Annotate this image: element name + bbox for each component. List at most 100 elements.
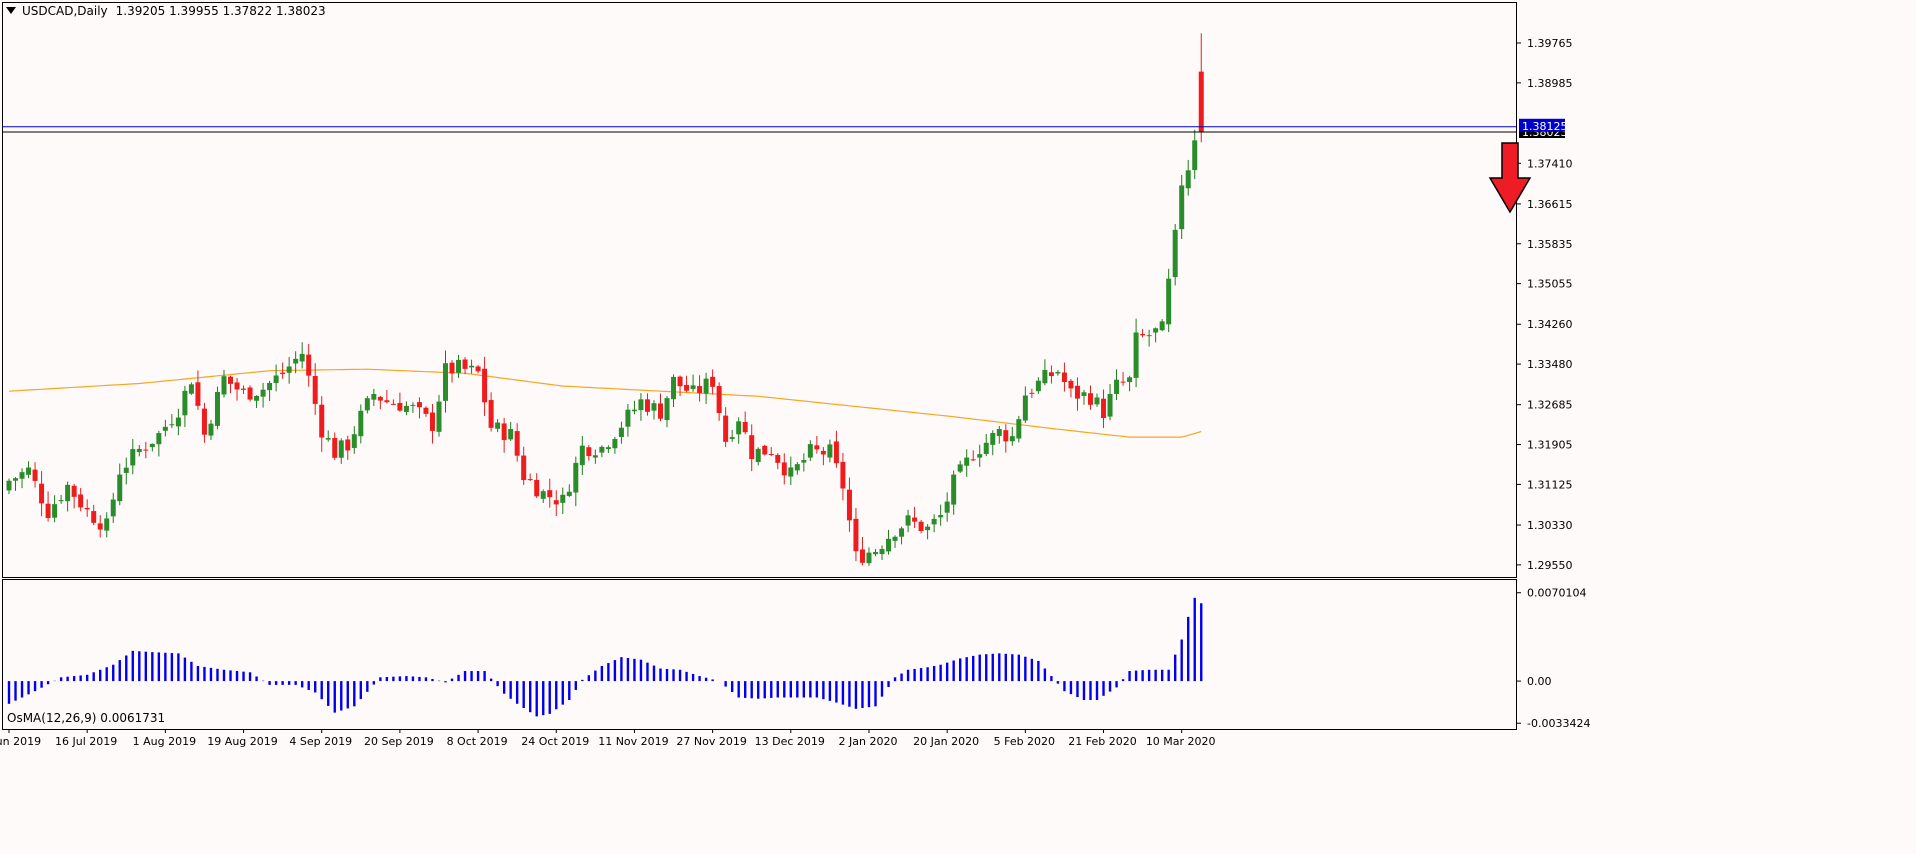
candle	[560, 487, 566, 514]
candle-body	[814, 445, 820, 450]
osma-panel-frame	[2, 579, 1517, 730]
candle-body	[260, 389, 266, 397]
candle-body	[658, 403, 663, 419]
low-value: 1.37822	[222, 4, 273, 18]
candle-body	[416, 402, 422, 408]
candle-body	[267, 383, 273, 391]
candle-body	[325, 438, 331, 440]
candle-body	[781, 462, 787, 476]
candle-body	[338, 440, 344, 458]
candle	[345, 435, 351, 460]
candle-body	[957, 464, 963, 472]
candle	[944, 492, 950, 522]
candle-body	[429, 412, 435, 431]
candle-body	[651, 403, 657, 411]
candle-body	[1009, 436, 1015, 442]
candle-body	[1166, 278, 1172, 325]
candle-body	[1127, 377, 1133, 383]
osma-tick-label: -0.0033424	[1527, 717, 1590, 730]
candle-body	[599, 446, 605, 453]
candle-body	[1107, 393, 1113, 417]
candle	[514, 423, 520, 462]
candle	[1146, 329, 1152, 347]
triangle-down-icon[interactable]	[6, 7, 16, 14]
candle-body	[827, 444, 833, 458]
candle-body	[638, 399, 644, 411]
candle-body	[469, 365, 475, 368]
candle	[872, 549, 878, 557]
candle	[214, 386, 220, 430]
candle-body	[130, 449, 136, 466]
candle	[879, 545, 885, 561]
candle-body	[592, 455, 598, 458]
candle-body	[1035, 380, 1041, 392]
time-tick-label: 13 Dec 2019	[755, 735, 825, 748]
candle-body	[905, 515, 911, 526]
candle	[32, 462, 38, 488]
candle	[1198, 33, 1204, 143]
candle-body	[123, 467, 129, 473]
candle	[983, 434, 989, 457]
candle-body	[514, 431, 520, 456]
candle	[801, 453, 807, 472]
candle	[1022, 386, 1028, 424]
candle-body	[195, 382, 201, 406]
candle-body	[273, 375, 279, 384]
candle	[429, 404, 435, 444]
candle-body	[944, 501, 950, 513]
candle	[201, 402, 207, 443]
candle-body	[996, 429, 1002, 437]
candle-body	[443, 363, 449, 401]
candle-body	[703, 378, 709, 394]
candle-body	[886, 538, 892, 552]
candle-body	[65, 484, 71, 502]
chart-header: USDCAD,Daily 1.39205 1.39955 1.37822 1.38…	[6, 4, 326, 18]
candle-body	[684, 384, 690, 391]
candle	[332, 432, 338, 461]
candle	[456, 354, 462, 378]
candle	[684, 375, 690, 393]
candle-body	[299, 353, 305, 362]
candle-body	[618, 427, 624, 438]
candle-body	[1029, 392, 1035, 394]
candle-body	[990, 432, 996, 445]
candle-body	[410, 404, 416, 406]
candle	[97, 515, 103, 538]
candle-body	[286, 366, 292, 373]
candle	[149, 443, 155, 452]
candle	[690, 374, 696, 392]
price-tick-label: 1.30330	[1527, 519, 1573, 532]
candle-body	[1120, 381, 1126, 383]
candle-body	[1172, 229, 1178, 278]
candle	[781, 453, 787, 485]
candle-body	[612, 438, 618, 449]
candle-body	[149, 443, 155, 448]
candle-body	[254, 395, 260, 401]
candle-body	[397, 402, 403, 411]
candle-body	[1094, 397, 1100, 405]
candle-body	[84, 507, 90, 510]
candle	[175, 408, 181, 436]
candle-body	[788, 467, 794, 477]
candle-body	[677, 376, 683, 387]
candle	[794, 462, 800, 475]
candle	[260, 382, 266, 408]
candle-body	[833, 441, 839, 464]
candle-body	[1055, 371, 1061, 374]
candle	[775, 453, 781, 470]
candle-body	[208, 423, 214, 436]
osma-axis: 0.0070104 0.00 -0.0033424	[1516, 587, 1590, 730]
candle	[325, 430, 331, 442]
price-tick-label: 1.35835	[1527, 238, 1573, 251]
candle	[723, 407, 729, 448]
candle-body	[156, 433, 162, 445]
candle	[403, 401, 409, 416]
candle-body	[319, 404, 325, 438]
candle-body	[234, 382, 240, 390]
candle-body	[977, 454, 983, 458]
candle	[788, 456, 794, 485]
candle-body	[32, 469, 38, 481]
price-tick-label: 1.35055	[1527, 278, 1573, 291]
